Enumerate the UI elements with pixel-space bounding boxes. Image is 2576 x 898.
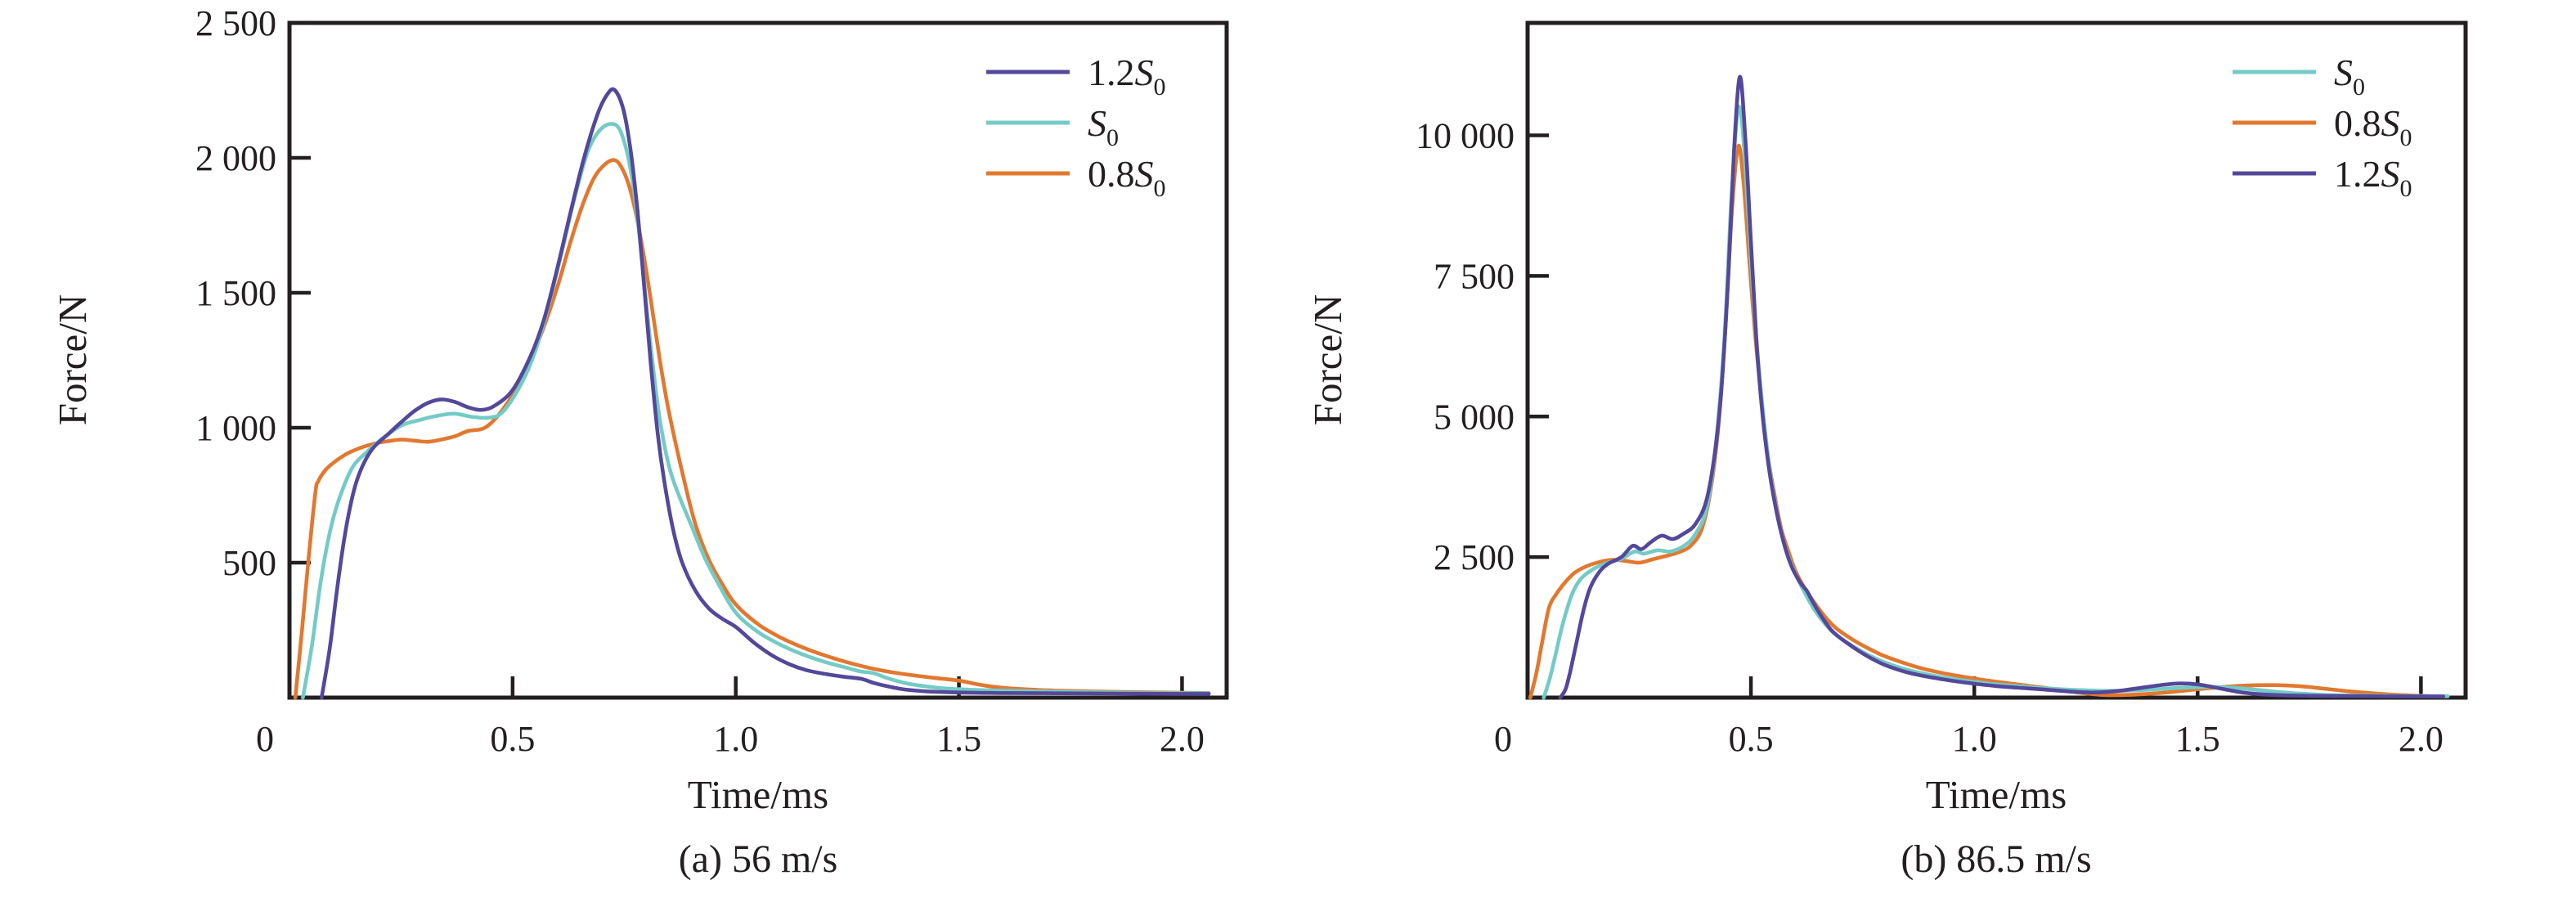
legend-label-1.2S0: 1.2S0 xyxy=(1088,52,1166,101)
chart-b-y-axis-title: Force/N xyxy=(1305,294,1350,426)
y-tick-label: 5 000 xyxy=(1434,397,1515,437)
chart-a-plot-frame xyxy=(287,20,1229,700)
x-tick-label: 1.5 xyxy=(2175,719,2220,759)
legend-label-1.2S0: 1.2S0 xyxy=(2334,153,2412,202)
y-tick-label: 500 xyxy=(222,543,276,583)
y-tick-label: 10 000 xyxy=(1416,116,1515,156)
chart-a-x-axis-title: Time/ms xyxy=(688,772,828,817)
x-tick-label: 1.5 xyxy=(936,719,981,759)
series-1.2S0-curve xyxy=(1558,74,2445,700)
legend-label-S0: S0 xyxy=(2334,52,2365,101)
x-tick-label: 2.0 xyxy=(1160,719,1205,759)
x-tick-label: 0 xyxy=(1494,719,1512,759)
x-tick-label: 0.5 xyxy=(490,719,535,759)
legend-label-0.8S0: 0.8S0 xyxy=(2334,102,2412,151)
y-tick-label: 1 500 xyxy=(195,273,276,313)
chart-a-y-axis-ticks: 500 1 000 1 500 2 000 2 500 xyxy=(195,3,311,583)
chart-a-caption: (a) 56 m/s xyxy=(679,837,838,881)
x-tick-label: 2.0 xyxy=(2399,719,2444,759)
chart-a-x-axis-ticks: 0 0.5 1.0 1.5 2.0 xyxy=(256,676,1205,759)
series-0.8S0-curve xyxy=(293,158,1211,700)
y-tick-label: 2 500 xyxy=(195,3,276,43)
series-0.8S0-curve xyxy=(1528,143,2432,700)
y-tick-label: 2 000 xyxy=(195,138,276,178)
x-tick-label: 1.0 xyxy=(713,719,758,759)
chart-a-y-axis-title: Force/N xyxy=(50,294,95,426)
chart-b-x-axis-title: Time/ms xyxy=(1926,772,2067,817)
x-tick-label: 1.0 xyxy=(1952,719,1997,759)
chart-a-curves xyxy=(293,87,1211,700)
chart-b: 2 500 5 000 7 500 10 000 0 0.5 1.0 1.5 2.0 S00.… xyxy=(1305,20,2468,881)
series-1.2S0-curve xyxy=(320,87,1211,700)
chart-b-y-axis-ticks: 2 500 5 000 7 500 10 000 xyxy=(1416,116,1549,577)
y-tick-label: 2 500 xyxy=(1434,537,1515,577)
chart-b-x-axis-ticks: 0 0.5 1.0 1.5 2.0 xyxy=(1494,676,2444,759)
chart-b-caption: (b) 86.5 m/s xyxy=(1901,837,2091,881)
y-tick-label: 7 500 xyxy=(1434,256,1515,296)
chart-b-curves xyxy=(1528,74,2450,700)
chart-b-plot-frame xyxy=(1525,20,2468,700)
y-tick-label: 1 000 xyxy=(195,408,276,448)
legend-label-0.8S0: 0.8S0 xyxy=(1088,153,1166,202)
x-tick-label: 0 xyxy=(256,719,274,759)
series-S0-curve xyxy=(301,122,1211,700)
series-S0-curve xyxy=(1542,105,2450,700)
legend-label-S0: S0 xyxy=(1088,102,1119,151)
x-tick-label: 0.5 xyxy=(1729,719,1774,759)
chart-a: 500 1 000 1 500 2 000 2 500 0 0.5 1.0 1.5 2.0 1.… xyxy=(50,3,1229,881)
